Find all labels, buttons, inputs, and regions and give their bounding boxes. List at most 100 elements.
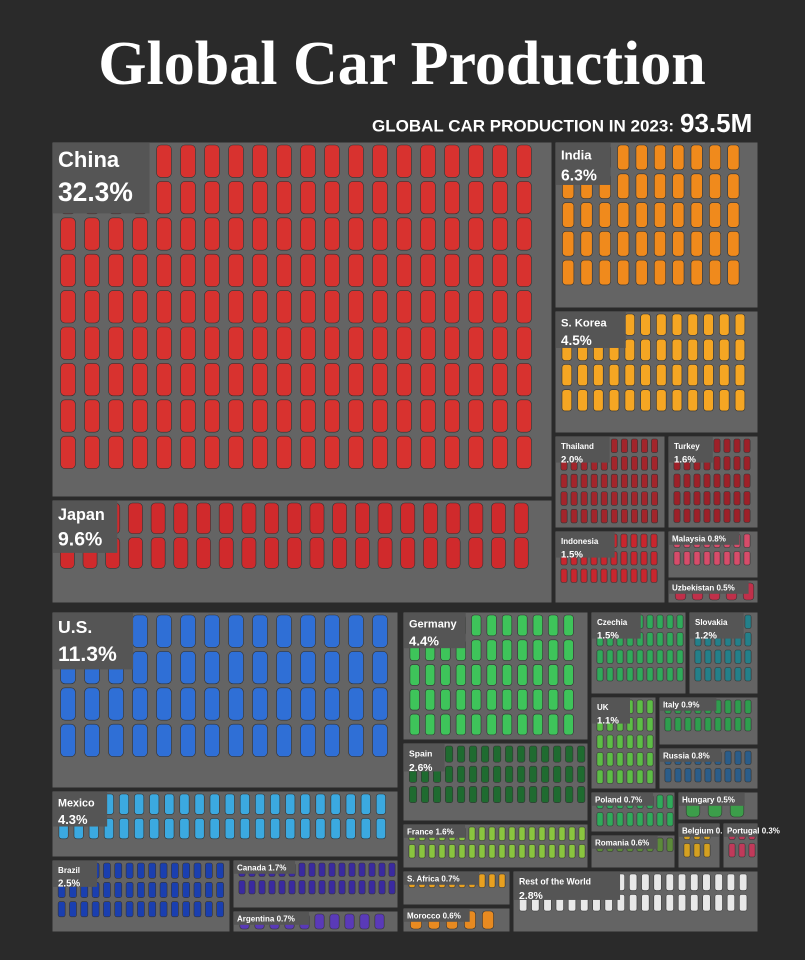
car-icon (563, 639, 574, 661)
car-icon (498, 844, 506, 859)
car-icon (560, 509, 568, 524)
car-icon (468, 144, 484, 178)
label-bg (53, 143, 150, 214)
car-icon (517, 639, 528, 661)
car-icon (606, 649, 614, 664)
car-icon (694, 768, 702, 783)
car-icon (635, 173, 648, 199)
car-icon (264, 502, 279, 534)
car-icon (553, 745, 562, 763)
tile: Mexico 4.3% (51, 790, 399, 858)
car-icon (276, 217, 292, 251)
car-icon (493, 765, 502, 783)
car-icon (228, 614, 244, 648)
car-icon (690, 202, 703, 228)
car-icon (600, 473, 608, 489)
car-icon (486, 713, 497, 736)
car-icon (324, 435, 340, 469)
car-icon (513, 537, 529, 569)
car-icon (580, 509, 588, 524)
car-icon (626, 734, 634, 749)
car-icon (182, 881, 190, 898)
car-icon (180, 253, 196, 287)
car-icon (358, 862, 366, 877)
car-icon (228, 326, 244, 360)
car-icon (241, 537, 257, 569)
car-icon (348, 253, 364, 287)
car-icon (164, 793, 175, 815)
tile-label: Russia 0.8% (663, 752, 710, 761)
car-icon (444, 435, 460, 469)
car-icon (471, 689, 482, 711)
car-icon (733, 551, 741, 566)
car-icon (728, 843, 736, 858)
car-icon (596, 667, 604, 682)
car-icon (744, 750, 752, 765)
category-label: Spain (409, 748, 432, 758)
car-icon (563, 614, 574, 637)
car-icon (276, 723, 292, 757)
car-icon (724, 699, 732, 714)
car-icon (300, 723, 316, 757)
category-label: Mexico (58, 797, 95, 809)
car-icon (425, 689, 436, 711)
car-icon (714, 667, 722, 682)
value-label: 2.0% (561, 455, 583, 466)
car-icon (84, 435, 100, 469)
car-icon (734, 338, 746, 361)
car-icon (714, 873, 723, 891)
car-icon (529, 765, 538, 783)
car-icon (516, 217, 532, 251)
car-icon (318, 862, 326, 877)
tile-label: Canada 1.7% (237, 864, 286, 873)
car-icon (577, 745, 586, 763)
car-icon (205, 881, 213, 898)
car-icon (693, 491, 701, 506)
car-icon (541, 765, 550, 783)
car-icon (156, 651, 172, 685)
car-icon (517, 745, 526, 763)
car-icon (205, 862, 213, 879)
car-icon (641, 509, 648, 524)
car-icon (332, 502, 348, 534)
car-icon (378, 880, 386, 895)
label-bg (669, 581, 749, 594)
tile: Uzbekistan 0.5% (667, 579, 759, 604)
car-icon (606, 752, 614, 767)
car-icon (276, 435, 292, 469)
car-icon (440, 689, 451, 711)
car-icon (653, 873, 662, 891)
car-icon (563, 713, 574, 736)
car-icon (348, 880, 356, 895)
car-icon (149, 818, 160, 840)
car-icon (630, 533, 638, 548)
car-icon (444, 399, 460, 433)
car-icon (345, 818, 356, 840)
car-icon (577, 765, 586, 783)
car-icon (300, 326, 316, 360)
car-icon (164, 818, 175, 840)
tile-label: Italy 0.9% (663, 701, 699, 710)
category-label: Belgium (682, 827, 714, 836)
car-icon (653, 259, 666, 286)
car-icon (103, 881, 111, 898)
category-label: Germany (409, 619, 458, 631)
car-icon (516, 363, 532, 397)
car-icon (724, 768, 732, 783)
car-icon (108, 399, 124, 433)
car-icon (372, 435, 388, 469)
car-icon (577, 389, 588, 412)
tile: Portugal 0.3% (722, 822, 780, 869)
car-icon (493, 745, 502, 763)
car-icon (516, 435, 532, 469)
car-icon (677, 894, 687, 912)
car-icon (694, 649, 702, 664)
car-icon (309, 502, 325, 534)
car-icon (300, 144, 316, 178)
car-icon (468, 253, 484, 287)
car-icon (651, 491, 658, 506)
car-icon (348, 862, 356, 877)
car-icon (241, 502, 257, 534)
car-icon (733, 491, 741, 506)
car-icon (734, 313, 746, 336)
